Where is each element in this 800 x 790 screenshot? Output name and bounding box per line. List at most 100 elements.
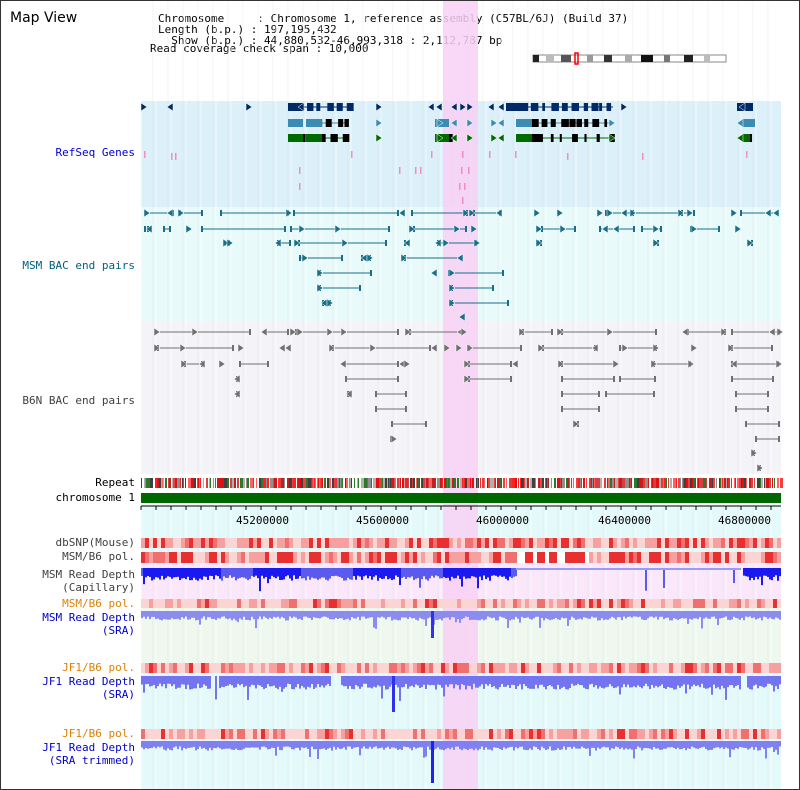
repeat-element	[460, 478, 462, 488]
repeat-element	[551, 478, 552, 488]
selected-region-highlight[interactable]	[443, 1, 478, 789]
b6n-bac-label[interactable]: B6N BAC end pairs	[22, 394, 135, 407]
heat-cell	[525, 599, 529, 608]
heat-cell	[473, 538, 477, 548]
heat-cell	[469, 663, 473, 673]
heat-cell	[309, 538, 313, 548]
repeat-element	[648, 478, 649, 488]
heat-cell	[629, 538, 633, 548]
repeat-label[interactable]: Repeat	[95, 476, 135, 489]
dbsnp-label[interactable]: dbSNP(Mouse)	[55, 536, 135, 549]
depth-bar	[311, 676, 313, 685]
jf1-b6-pol-trim-label[interactable]: JF1/B6 pol.	[62, 727, 135, 740]
depth-bar	[229, 741, 231, 749]
jf1-read-depth-trim-label-1[interactable]: JF1 Read Depth	[42, 741, 135, 754]
heat-cell	[669, 538, 673, 548]
gene-strand-arrow	[466, 133, 474, 143]
depth-bar	[553, 676, 555, 689]
repeat-element	[768, 478, 769, 488]
depth-bar	[243, 568, 245, 578]
heat-cell	[341, 729, 345, 739]
heat-cell	[353, 599, 357, 608]
depth-bar	[429, 741, 431, 750]
depth-bar	[743, 741, 745, 748]
heat-cell	[157, 552, 161, 563]
depth-bar	[355, 611, 357, 619]
msm-read-depth-cap-label-1[interactable]: MSM Read Depth	[42, 568, 135, 581]
heat-cell	[761, 552, 765, 563]
heat-tracks[interactable]	[141, 538, 781, 739]
jf1-b6-pol-label[interactable]: JF1/B6 pol.	[62, 661, 135, 674]
depth-bar	[471, 611, 473, 620]
heat-cell	[377, 599, 381, 608]
repeat-element	[670, 478, 672, 488]
heat-cell	[645, 729, 649, 739]
gene-strand-arrow	[297, 102, 305, 112]
msm-bac-label[interactable]: MSM BAC end pairs	[22, 259, 135, 272]
msm-bac-pair-end	[633, 226, 635, 232]
depth-bar	[415, 741, 417, 749]
depth-bar	[594, 568, 597, 570]
heat-cell	[449, 599, 453, 608]
depth-bar	[277, 568, 279, 577]
depth-bar	[701, 611, 703, 629]
refseq-genes-label[interactable]: RefSeq Genes	[55, 146, 135, 159]
b6n-bac-arrow	[681, 327, 689, 337]
heat-cell	[677, 663, 681, 673]
heat-cell	[665, 729, 669, 739]
depth-bar	[385, 676, 387, 690]
gene-strand-arrow	[436, 133, 444, 143]
heat-cell	[609, 599, 613, 608]
heat-cell	[153, 552, 157, 563]
depth-bar	[489, 676, 491, 685]
jf1-read-depth-trim-label-2[interactable]: (SRA trimmed)	[48, 754, 135, 767]
heat-cell	[489, 663, 493, 673]
depth-bar	[343, 568, 345, 581]
heat-cell	[145, 663, 149, 673]
ideogram-band	[664, 55, 670, 62]
depth-bar	[545, 611, 547, 619]
refseq-genes[interactable]	[140, 102, 755, 204]
b6n-bac-pairs[interactable]	[153, 327, 784, 473]
jf1-read-depth-sra-label-2[interactable]: (SRA)	[101, 688, 135, 701]
repeat-track[interactable]	[141, 478, 783, 488]
msm-read-depth-cap-label-2[interactable]: (Capillary)	[62, 581, 135, 594]
depth-bar	[503, 611, 505, 618]
depth-bar	[649, 676, 651, 690]
msm-b6-pol-sra-label[interactable]: MSM/B6 pol.	[62, 597, 135, 610]
heat-cell	[457, 538, 461, 548]
repeat-element	[217, 478, 218, 488]
heat-cell	[497, 663, 501, 673]
depth-bar	[335, 741, 337, 750]
msm-bac-pairs[interactable]	[143, 208, 780, 322]
repeat-element	[612, 478, 615, 488]
heat-cell	[573, 552, 577, 563]
heat-cell	[625, 729, 629, 739]
msm-read-depth-sra-label-2[interactable]: (SRA)	[101, 624, 135, 637]
depth-bar	[159, 611, 161, 620]
msm-read-depth-sra-label-1[interactable]: MSM Read Depth	[42, 611, 135, 624]
heat-cell	[729, 538, 733, 548]
chromosome-bar[interactable]	[141, 493, 781, 503]
heat-cell	[585, 663, 589, 673]
depth-bar	[319, 568, 321, 579]
depth-bar	[459, 568, 461, 580]
depth-bar	[327, 676, 329, 684]
heat-cell	[589, 538, 593, 548]
depth-bar	[277, 676, 279, 690]
depth-bar	[537, 741, 539, 749]
depth-bar	[289, 568, 291, 579]
heat-cell	[189, 538, 193, 548]
depth-bar	[635, 611, 637, 617]
heat-cell	[589, 729, 593, 739]
heat-cell	[605, 663, 609, 673]
chromosome-ideogram[interactable]	[532, 52, 727, 65]
jf1-read-depth-sra-label-1[interactable]: JF1 Read Depth	[42, 675, 135, 688]
depth-bar	[233, 611, 235, 619]
depth-bar	[187, 676, 189, 685]
heat-cell	[733, 729, 737, 739]
depth-bar	[271, 741, 273, 748]
depth-tracks[interactable]	[141, 568, 781, 783]
msm-b6-pol-label[interactable]: MSM/B6 pol.	[62, 550, 135, 563]
